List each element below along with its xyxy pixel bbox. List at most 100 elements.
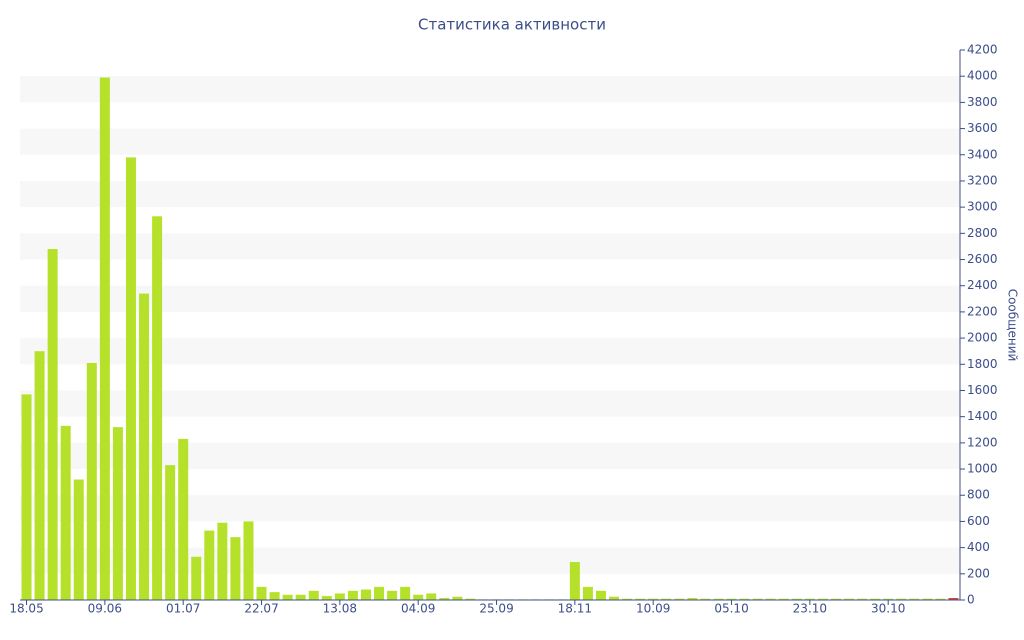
bar xyxy=(282,594,293,600)
y-tick-label: 1600 xyxy=(967,383,998,397)
bar xyxy=(34,351,45,600)
y-tick-label: 200 xyxy=(967,566,990,580)
x-tick-label: 18.11 xyxy=(558,602,592,616)
x-tick-label: 22.07 xyxy=(244,602,278,616)
bar xyxy=(674,598,685,600)
bar xyxy=(595,590,606,600)
x-tick-label: 23.10 xyxy=(793,602,827,616)
bar xyxy=(217,522,228,600)
bar xyxy=(86,362,97,600)
bar xyxy=(47,249,58,601)
grid-band xyxy=(20,128,960,155)
grid-band xyxy=(20,338,960,365)
bar xyxy=(321,596,332,600)
bar xyxy=(622,598,633,600)
bar xyxy=(752,598,763,600)
bar xyxy=(765,598,776,600)
bar xyxy=(360,589,371,600)
bar xyxy=(347,590,358,600)
bar xyxy=(948,598,959,600)
bar xyxy=(582,586,593,600)
x-tick-label: 18.05 xyxy=(9,602,43,616)
y-tick-label: 4000 xyxy=(967,69,998,83)
bar xyxy=(73,479,84,600)
bar xyxy=(883,598,894,600)
bar xyxy=(569,562,580,600)
bar xyxy=(413,594,424,600)
bar xyxy=(778,598,789,600)
bar xyxy=(99,77,110,600)
bar xyxy=(687,598,698,600)
bar xyxy=(791,598,802,600)
bar xyxy=(817,598,828,600)
bar xyxy=(700,598,711,600)
grid-band xyxy=(20,180,960,208)
grid-band xyxy=(20,233,960,260)
grid-band xyxy=(20,547,960,574)
y-axis-label: Сообщений xyxy=(1006,289,1020,362)
grid-band xyxy=(20,442,960,470)
bar xyxy=(243,521,254,600)
x-tick-label: 10.09 xyxy=(636,602,670,616)
y-tick-label: 3400 xyxy=(967,147,998,161)
y-tick-label: 2000 xyxy=(967,331,998,345)
y-tick-label: 400 xyxy=(967,540,990,554)
bar xyxy=(426,593,437,600)
chart-title: Статистика активности xyxy=(418,16,606,34)
y-tick-label: 600 xyxy=(967,514,990,528)
bar xyxy=(112,427,123,600)
bar xyxy=(713,598,724,600)
bar xyxy=(452,596,463,600)
y-tick-label: 3200 xyxy=(967,173,998,187)
x-tick-label: 30.10 xyxy=(871,602,905,616)
bar xyxy=(909,598,920,600)
bar xyxy=(308,590,319,600)
bar xyxy=(125,157,136,600)
y-tick-label: 2600 xyxy=(967,252,998,266)
y-tick-label: 2400 xyxy=(967,278,998,292)
y-tick-label: 3800 xyxy=(967,95,998,109)
bar xyxy=(935,598,946,600)
bar xyxy=(165,465,176,600)
bar xyxy=(21,394,32,600)
y-tick-label: 800 xyxy=(967,488,990,502)
bar xyxy=(400,586,411,600)
bar xyxy=(191,556,202,600)
bar xyxy=(152,216,163,601)
bar xyxy=(269,592,280,600)
bar xyxy=(334,593,345,600)
bar xyxy=(661,598,672,600)
grid-band xyxy=(20,76,960,103)
y-tick-label: 3600 xyxy=(967,121,998,135)
y-tick-label: 1400 xyxy=(967,409,998,423)
bar xyxy=(635,598,646,600)
bar xyxy=(726,598,737,600)
bar xyxy=(739,598,750,600)
bar xyxy=(256,586,267,600)
bar xyxy=(896,598,907,600)
y-tick-label: 1000 xyxy=(967,462,998,476)
x-tick-label: 25.09 xyxy=(479,602,513,616)
y-tick-label: 0 xyxy=(967,593,975,607)
bar xyxy=(139,293,150,600)
y-tick-label: 4200 xyxy=(967,43,998,57)
y-tick-label: 3000 xyxy=(967,200,998,214)
bar xyxy=(857,598,868,600)
y-tick-label: 1800 xyxy=(967,357,998,371)
y-tick-label: 1200 xyxy=(967,435,998,449)
grid-band xyxy=(20,390,960,417)
bar xyxy=(465,598,476,600)
grid-band xyxy=(20,495,960,522)
bar xyxy=(439,598,450,600)
bar xyxy=(204,530,215,600)
bar xyxy=(648,598,659,600)
x-tick-label: 09.06 xyxy=(88,602,122,616)
bar xyxy=(60,425,71,600)
x-tick-label: 01.07 xyxy=(166,602,200,616)
bar xyxy=(609,596,620,600)
y-tick-label: 2800 xyxy=(967,226,998,240)
bar xyxy=(374,586,385,600)
grid-band xyxy=(20,285,960,312)
bar xyxy=(230,537,241,600)
bar xyxy=(922,598,933,600)
